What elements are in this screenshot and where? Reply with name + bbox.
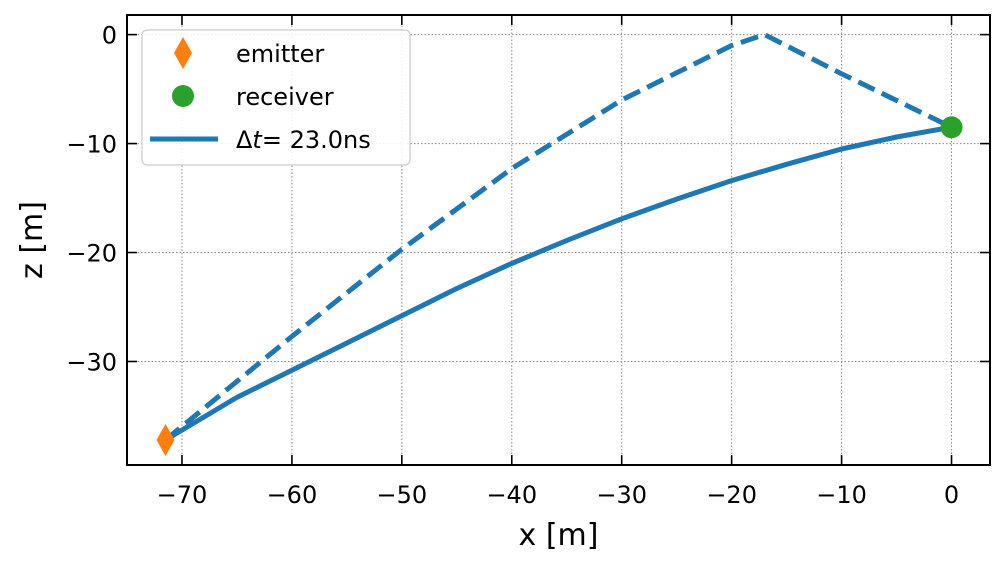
legend-receiver-marker xyxy=(172,85,194,107)
legend-series-label: Δt= 23.0ns xyxy=(236,126,371,154)
legend-box xyxy=(141,29,411,166)
ticks: −70 −60 −50 −40 −30 −20 −10 0 0 −10 −20 −30 xyxy=(66,15,990,509)
x-axis-label: x [m] xyxy=(519,518,599,553)
plot-frame xyxy=(126,14,991,466)
y-tick-label: −30 xyxy=(66,348,117,376)
y-tick-label: −20 xyxy=(66,240,117,268)
legend-emitter-marker xyxy=(174,37,192,69)
direct-ray-line xyxy=(164,124,952,443)
marker-layer xyxy=(156,116,963,456)
x-tick-label: 0 xyxy=(944,481,959,509)
x-tick-label: −20 xyxy=(706,481,757,509)
legend-emitter-label: emitter xyxy=(236,40,324,68)
x-tick-label: −30 xyxy=(596,481,647,509)
y-tick-label: −10 xyxy=(66,131,117,159)
emitter-marker xyxy=(156,423,175,456)
x-tick-label: −10 xyxy=(816,481,867,509)
series-layer xyxy=(163,32,953,443)
y-tick-label: 0 xyxy=(102,22,117,50)
x-tick-label: −40 xyxy=(486,481,537,509)
legend-receiver-label: receiver xyxy=(236,83,334,111)
x-tick-label: −60 xyxy=(267,481,318,509)
legend: emitter receiver Δt= 23.0ns xyxy=(141,29,411,166)
y-axis-label: z [m] xyxy=(15,201,50,279)
reflected-ray-line xyxy=(163,32,953,442)
receiver-marker xyxy=(940,116,963,139)
x-tick-label: −50 xyxy=(377,481,428,509)
x-tick-label: −70 xyxy=(157,481,208,509)
